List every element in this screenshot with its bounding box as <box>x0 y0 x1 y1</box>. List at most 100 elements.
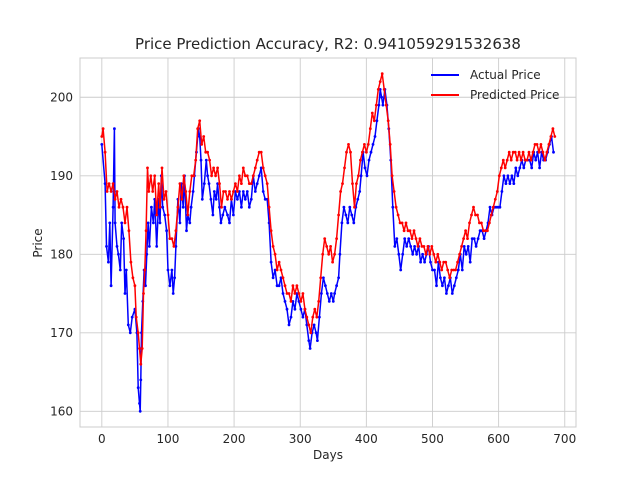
data-point <box>452 284 456 288</box>
data-point <box>340 221 344 225</box>
data-point <box>214 197 218 201</box>
data-point <box>163 213 167 217</box>
data-point <box>311 315 315 319</box>
legend-label-actual-price: Actual Price <box>470 68 541 82</box>
data-point <box>257 150 261 154</box>
data-point <box>180 197 184 201</box>
legend-label-predicted-price: Predicted Price <box>470 88 559 102</box>
data-point <box>521 150 525 154</box>
data-point <box>491 205 495 209</box>
data-point <box>259 166 263 170</box>
data-point <box>344 213 348 217</box>
data-point <box>151 190 155 193</box>
data-point <box>531 150 535 154</box>
x-tick-label: 500 <box>421 432 444 446</box>
data-point <box>299 307 303 311</box>
data-point <box>208 158 212 162</box>
data-point <box>218 182 221 186</box>
data-point <box>418 237 422 241</box>
data-point <box>223 205 227 209</box>
legend: Actual Price Predicted Price <box>431 68 559 102</box>
data-point <box>331 260 334 264</box>
x-tick-label: 300 <box>289 432 312 446</box>
data-point <box>124 268 128 272</box>
data-point <box>408 229 412 233</box>
data-point <box>308 347 312 350</box>
data-point <box>441 284 444 288</box>
data-point <box>168 237 172 241</box>
data-point <box>211 213 215 217</box>
data-point <box>261 166 265 170</box>
data-point <box>158 221 162 225</box>
data-point <box>178 182 182 186</box>
data-point <box>388 143 392 146</box>
data-point <box>224 190 227 193</box>
y-tick-labels: 160 170 180 190 200 <box>50 90 73 418</box>
data-point <box>153 174 157 178</box>
data-point <box>273 268 277 272</box>
data-point <box>160 166 164 170</box>
data-point <box>333 292 336 295</box>
data-point <box>456 260 459 264</box>
data-point <box>130 315 134 319</box>
data-point <box>168 284 172 288</box>
data-point <box>313 307 317 311</box>
data-point <box>537 150 541 154</box>
data-point <box>228 190 231 193</box>
data-point <box>353 205 356 209</box>
data-point <box>150 205 153 209</box>
x-tick-label: 100 <box>157 432 180 446</box>
data-point <box>506 174 510 178</box>
data-point <box>406 229 410 233</box>
data-point <box>337 213 340 217</box>
data-point <box>488 205 492 209</box>
data-point <box>127 229 131 233</box>
data-point <box>249 197 253 201</box>
data-point <box>429 260 432 264</box>
data-point <box>115 190 119 193</box>
data-point <box>139 362 143 366</box>
data-point <box>409 245 413 248</box>
data-point <box>253 190 257 193</box>
data-point <box>126 323 130 327</box>
data-point <box>281 292 285 295</box>
data-point <box>350 213 354 217</box>
data-point <box>488 221 491 225</box>
data-point <box>426 245 430 248</box>
data-point <box>466 237 469 241</box>
data-point <box>318 315 321 319</box>
data-point <box>454 276 458 280</box>
data-point <box>293 307 297 311</box>
data-point <box>419 260 422 264</box>
data-point <box>255 158 259 162</box>
data-point <box>407 237 411 241</box>
data-point <box>367 158 371 162</box>
data-point <box>448 276 452 280</box>
data-point <box>277 284 281 288</box>
data-point <box>287 323 291 327</box>
data-point <box>140 347 144 350</box>
data-point <box>200 197 204 201</box>
data-point <box>551 127 555 131</box>
data-point <box>245 190 249 193</box>
data-point <box>196 127 200 131</box>
data-point <box>366 143 370 146</box>
data-point <box>518 166 522 170</box>
data-point <box>420 245 424 248</box>
data-point <box>349 150 352 154</box>
data-point <box>335 237 338 241</box>
data-point <box>109 190 113 193</box>
data-point <box>111 205 115 209</box>
data-point <box>434 260 438 264</box>
data-point <box>474 245 478 248</box>
data-point <box>458 252 461 256</box>
data-point <box>263 197 267 201</box>
data-point <box>131 276 135 280</box>
data-point <box>470 213 473 217</box>
data-point <box>547 143 551 146</box>
data-point <box>283 300 287 303</box>
data-point <box>493 197 497 201</box>
data-point <box>390 174 394 178</box>
data-point <box>309 331 313 335</box>
data-point <box>351 182 354 186</box>
